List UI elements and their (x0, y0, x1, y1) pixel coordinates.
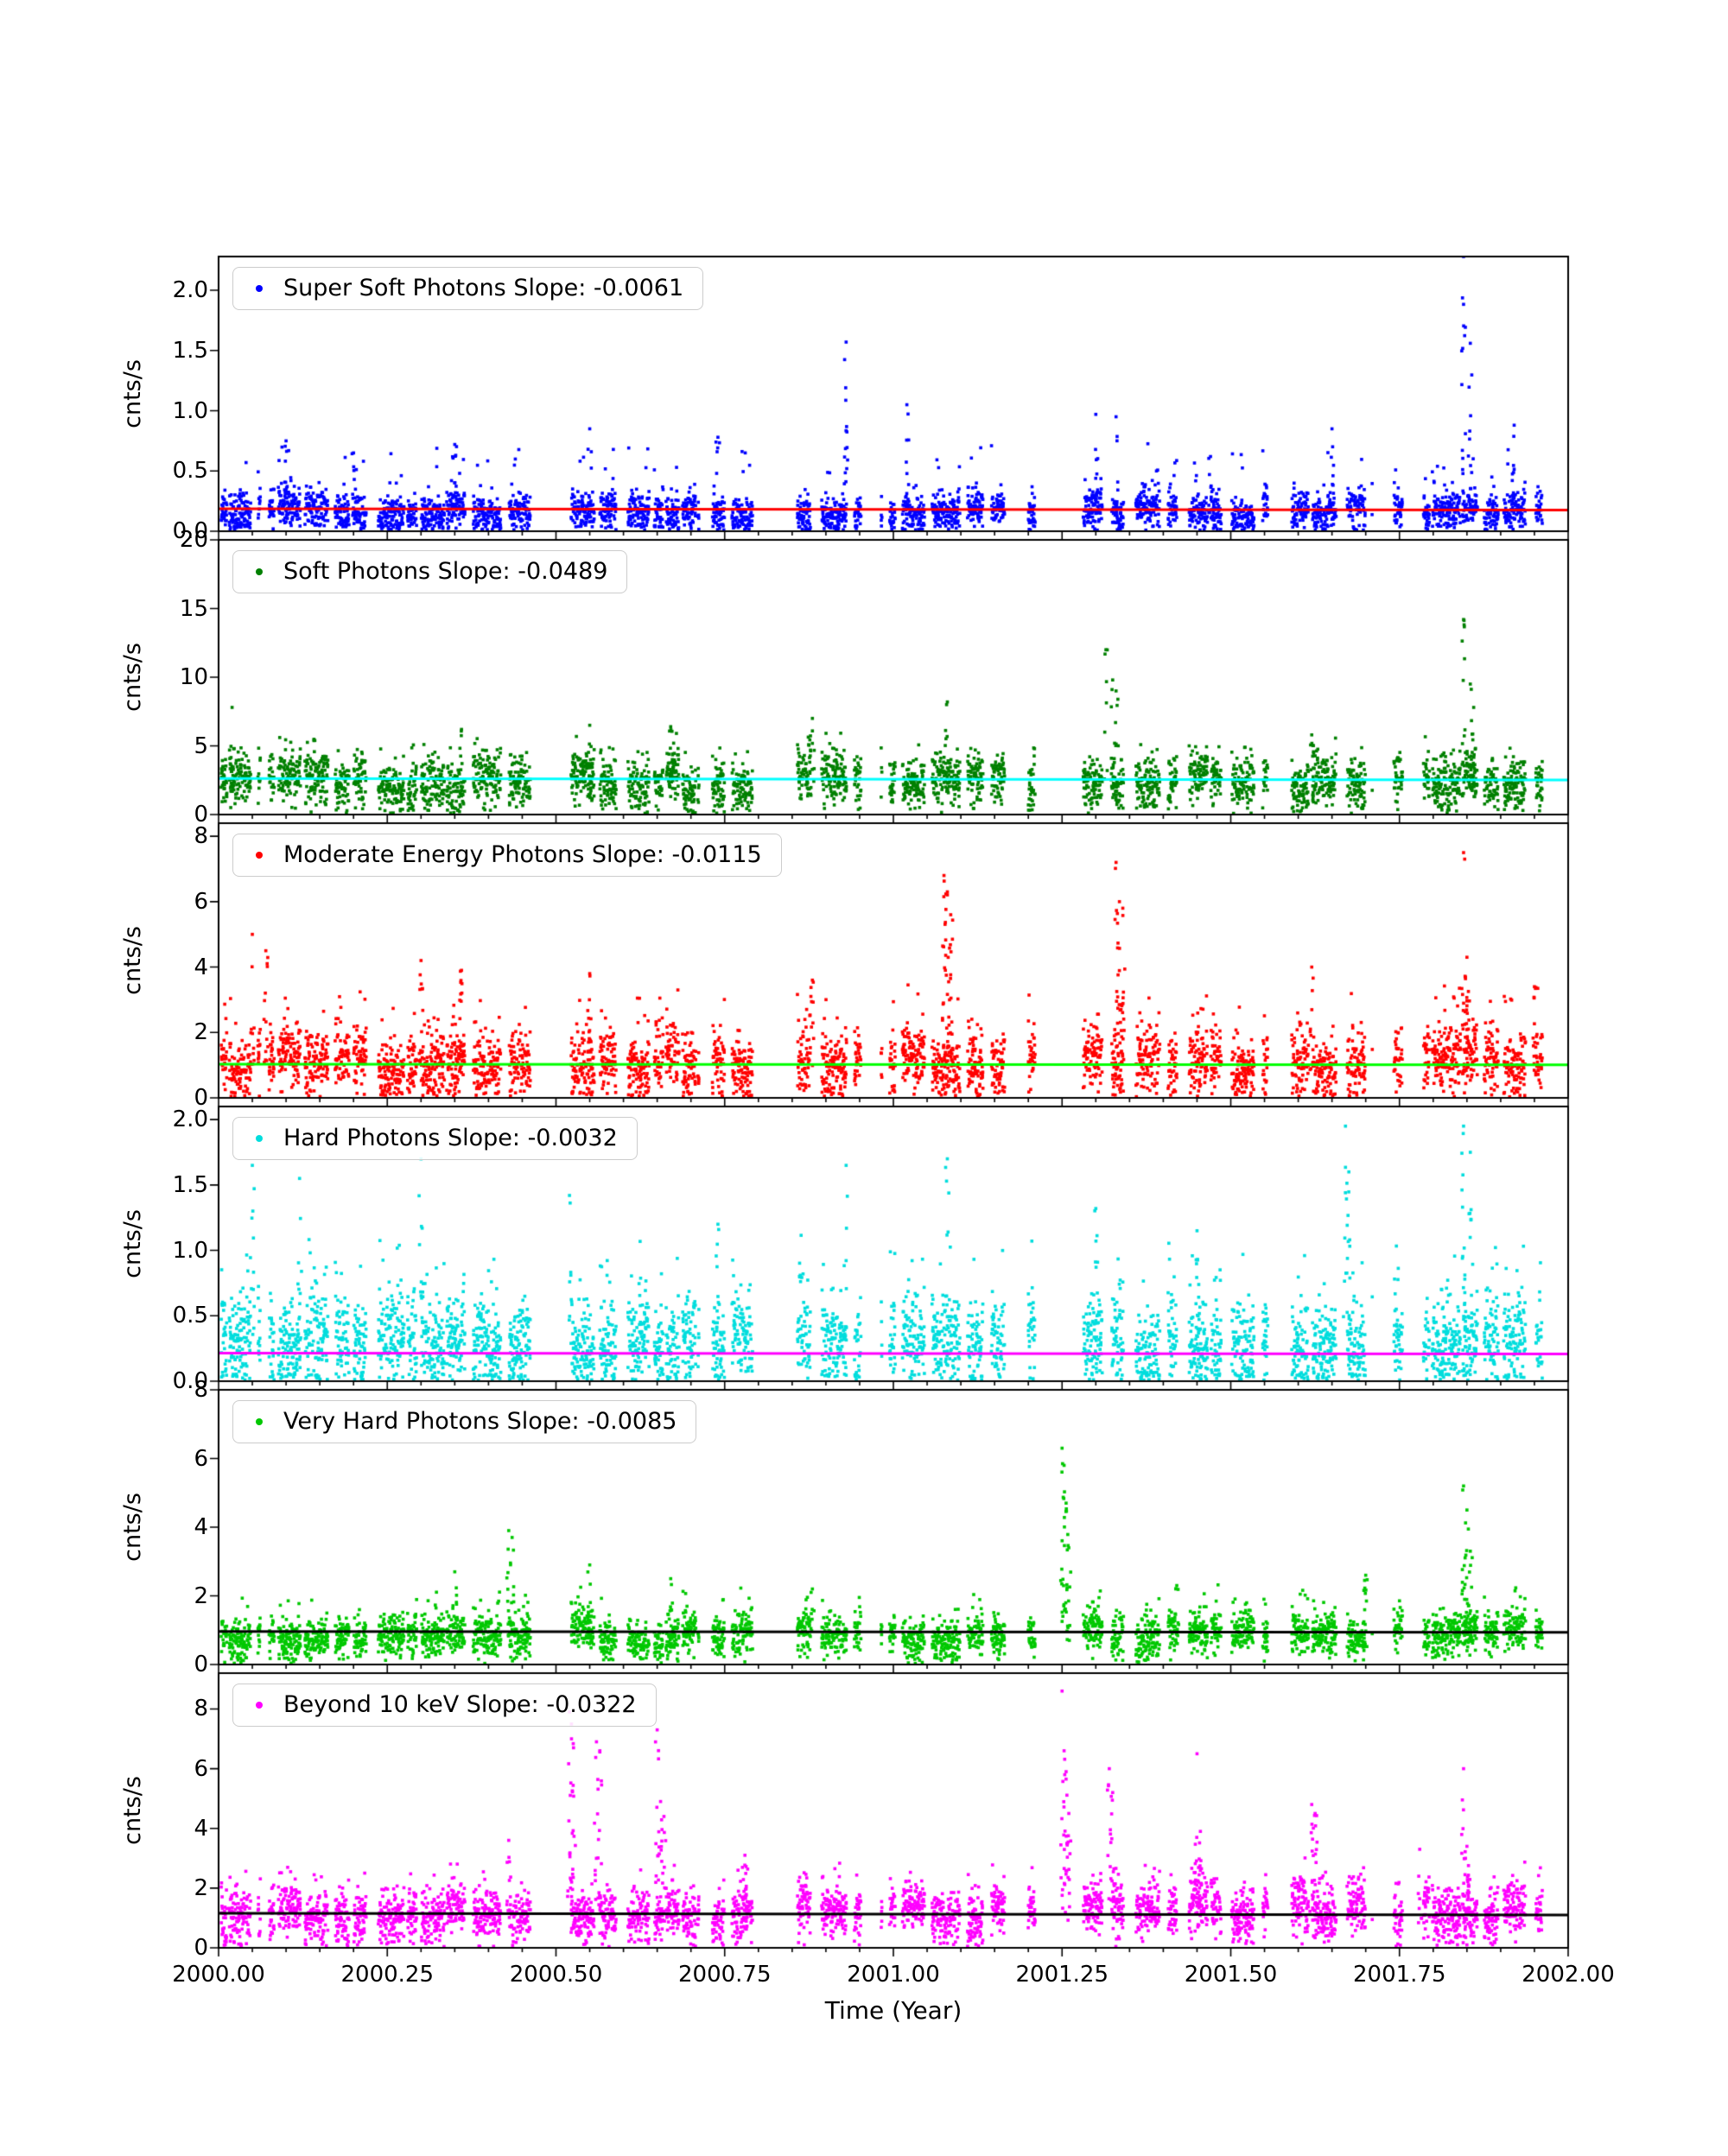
legend-marker-icon (256, 1135, 263, 1142)
x-tick-label: 2001.25 (1015, 1962, 1109, 1988)
y-tick-label: 0.0 (172, 518, 208, 544)
y-tick-label: 1.0 (172, 397, 208, 424)
legend-marker-icon (256, 285, 263, 292)
y-tick-label: 6 (194, 888, 208, 915)
legend-label: Super Soft Photons Slope: -0.0061 (283, 275, 684, 301)
legend-marker-icon (256, 852, 263, 859)
y-tick-label: 2 (194, 1582, 208, 1609)
x-tick-label: 2000.25 (340, 1962, 435, 1988)
legend-marker-icon (256, 1702, 263, 1709)
legend-label: Soft Photons Slope: -0.0489 (283, 558, 608, 585)
x-tick-label: 2000.00 (172, 1962, 265, 1988)
x-tick-label: 2001.00 (847, 1962, 940, 1988)
x-tick-label: 2002.00 (1522, 1962, 1615, 1988)
y-tick-label: 2.0 (172, 277, 208, 304)
y-tick-label: 4 (194, 954, 208, 980)
legend-marker-icon (256, 568, 263, 575)
y-tick-label: 1.5 (172, 337, 208, 364)
y-tick-label: 4 (194, 1514, 208, 1540)
y-tick-label: 0 (194, 802, 208, 828)
y-tick-label: 0 (194, 1935, 208, 1961)
y-tick-label: 0.5 (172, 458, 208, 485)
y-tick-label: 8 (194, 823, 208, 850)
legend-label: Hard Photons Slope: -0.0032 (283, 1125, 618, 1151)
x-tick-label: 2000.75 (677, 1962, 772, 1988)
y-tick-label: 4 (194, 1815, 208, 1842)
y-tick-label: 0.0 (172, 1368, 208, 1394)
legend-label: Moderate Energy Photons Slope: -0.0115 (283, 841, 762, 868)
y-tick-label: 2 (194, 1874, 208, 1901)
x-tick-label: 2001.50 (1184, 1962, 1278, 1988)
y-tick-label: 10 (179, 664, 208, 690)
legend-moderate-energy-photons: Moderate Energy Photons Slope: -0.0115 (232, 834, 782, 877)
y-tick-label: 8 (194, 1696, 208, 1722)
y-tick-label: 8 (194, 1377, 208, 1403)
legend-hard-photons: Hard Photons Slope: -0.0032 (232, 1117, 638, 1160)
y-tick-label: 2.0 (172, 1107, 208, 1133)
y-tick-label: 2 (194, 1019, 208, 1046)
y-tick-label: 1.0 (172, 1237, 208, 1264)
legend-label: Beyond 10 keV Slope: -0.0322 (283, 1691, 637, 1718)
x-tick-label: 2001.75 (1352, 1962, 1446, 1988)
y-tick-label: 5 (194, 732, 208, 759)
legend-beyond-10-kev: Beyond 10 keV Slope: -0.0322 (232, 1684, 657, 1727)
x-tick-label: 2000.50 (509, 1962, 603, 1988)
y-tick-label: 0 (194, 1652, 208, 1677)
legend-soft-photons: Soft Photons Slope: -0.0489 (232, 550, 628, 593)
y-tick-label: 6 (194, 1445, 208, 1472)
y-tick-label: 6 (194, 1755, 208, 1782)
x-axis-label: Time (Year) (824, 1996, 962, 2025)
y-tick-label: 0.5 (172, 1303, 208, 1329)
legend-marker-icon (256, 1418, 263, 1425)
legend-label: Very Hard Photons Slope: -0.0085 (283, 1408, 677, 1435)
y-tick-label: 0 (194, 1085, 208, 1111)
y-tick-label: 15 (179, 595, 208, 622)
legend-very-hard-photons: Very Hard Photons Slope: -0.0085 (232, 1400, 697, 1443)
y-tick-label: 1.5 (172, 1171, 208, 1198)
y-tick-label: 20 (179, 527, 208, 553)
legend-super-soft-photons: Super Soft Photons Slope: -0.0061 (232, 267, 704, 310)
